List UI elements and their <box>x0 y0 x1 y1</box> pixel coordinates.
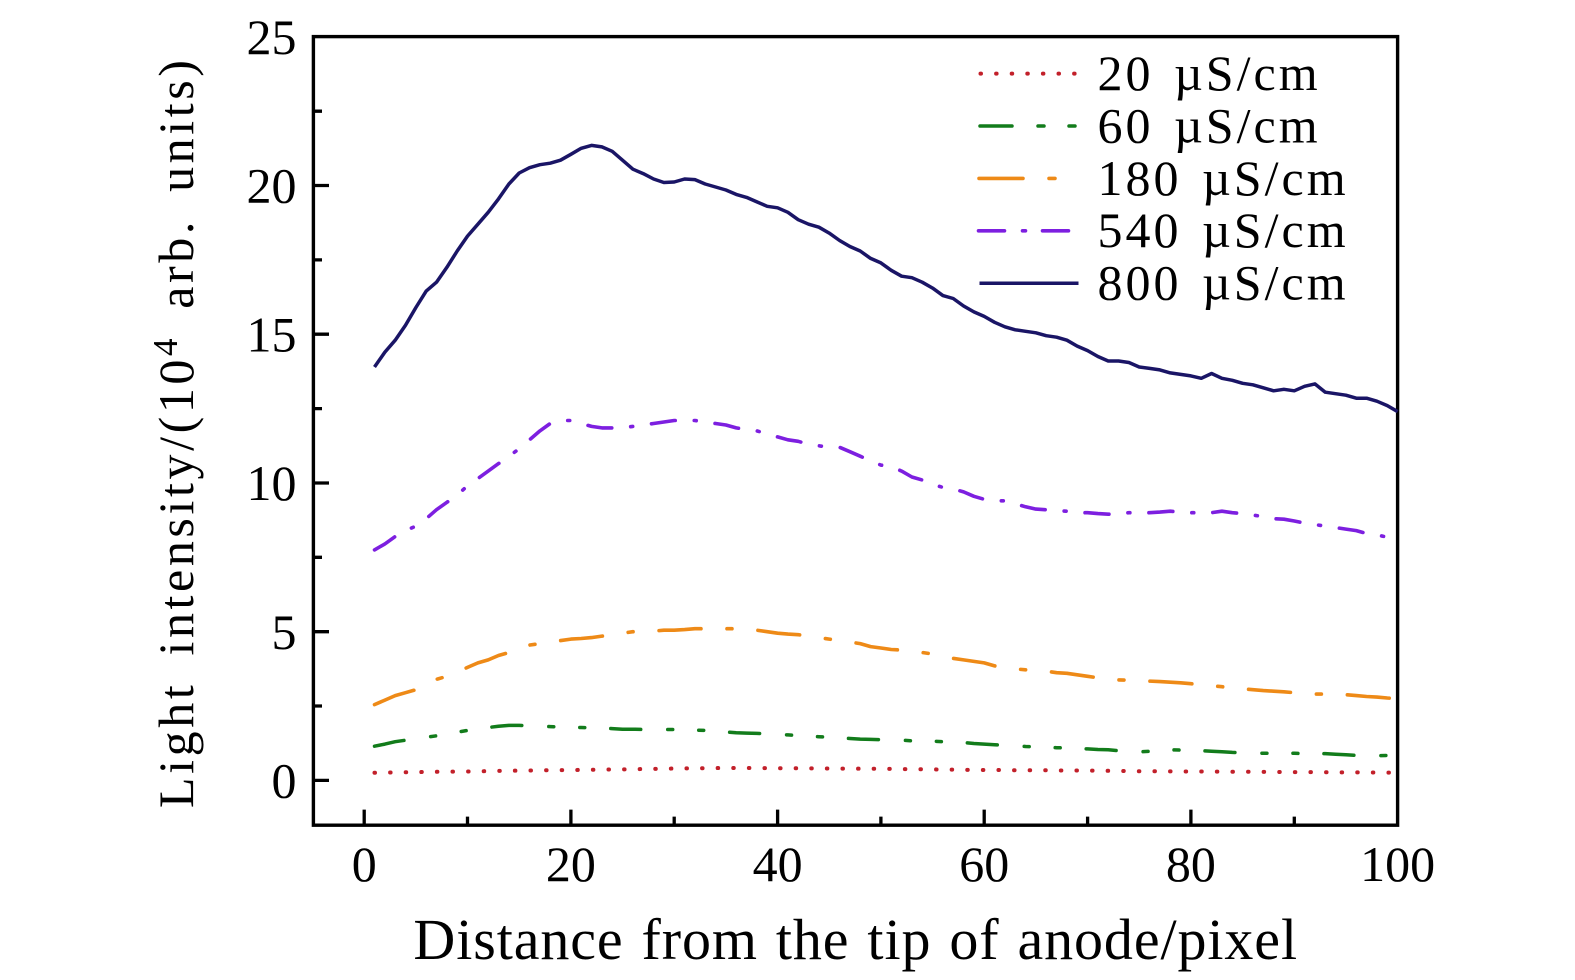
svg-text:180 µS/cm: 180 µS/cm <box>1098 150 1349 206</box>
svg-text:0: 0 <box>352 836 377 892</box>
svg-text:100: 100 <box>1360 836 1435 892</box>
svg-text:Distance from the tip of anode: Distance from the tip of anode/pixel <box>413 907 1298 972</box>
svg-text:15: 15 <box>247 306 297 362</box>
svg-text:540 µS/cm: 540 µS/cm <box>1098 202 1349 258</box>
svg-text:5: 5 <box>272 604 297 660</box>
svg-text:20 µS/cm: 20 µS/cm <box>1098 45 1321 101</box>
svg-text:10: 10 <box>247 455 297 511</box>
svg-text:20: 20 <box>546 836 596 892</box>
svg-text:20: 20 <box>247 158 297 214</box>
svg-text:0: 0 <box>272 753 297 809</box>
svg-text:80: 80 <box>1166 836 1216 892</box>
svg-text:800 µS/cm: 800 µS/cm <box>1098 255 1349 311</box>
svg-text:Light intensity/(104 arb. unit: Light intensity/(104 arb. units) <box>146 56 204 808</box>
svg-text:60: 60 <box>959 836 1009 892</box>
svg-text:25: 25 <box>247 9 297 65</box>
svg-text:40: 40 <box>753 836 803 892</box>
svg-text:60 µS/cm: 60 µS/cm <box>1098 97 1321 153</box>
